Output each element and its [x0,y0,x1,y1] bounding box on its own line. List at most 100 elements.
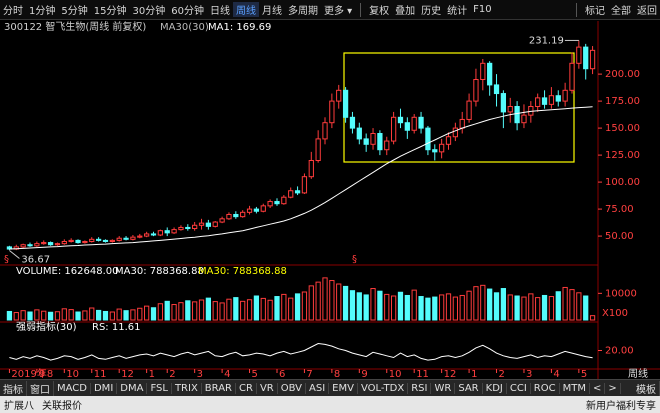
volume-bar [411,289,417,321]
y-tick-label: 175.00 [605,96,640,107]
candle-body [514,106,520,124]
volume-bar [562,286,568,321]
x-tick-label: 12 [444,369,457,379]
indicator-tab[interactable]: ASI [306,382,330,394]
volume-bar [336,283,342,321]
indicator-tab[interactable]: FSL [147,382,172,394]
low-pointer [9,250,20,259]
volume-bar [34,309,40,321]
indicator-tab[interactable]: ROC [531,382,560,394]
status-item[interactable]: 扩展八 [4,401,34,412]
x-tick-label: 11 [94,369,107,379]
volume-bar [541,294,548,321]
toolbar-button[interactable]: 复权 [369,6,390,17]
indicator-tab[interactable]: 指标 [0,380,27,396]
toolbar-button[interactable]: 标记 [585,6,605,17]
toolbar-button[interactable]: 多周期 [287,6,318,17]
indicator-tab[interactable]: BRAR [202,382,236,394]
indicator-tab[interactable]: MTM [560,382,590,394]
marker: § [352,254,357,265]
volume-ma: MA30: 788368.88 [198,266,287,277]
x-tick-label: 10 [389,369,402,379]
candle-body [95,238,102,241]
template-tab[interactable]: 模板 [633,380,660,396]
volume-bar [589,315,596,321]
volume-bar [13,312,19,321]
toolbar-button[interactable]: F10 [473,4,492,15]
indicator-tab[interactable]: CCI [507,382,531,394]
candle-body [548,95,555,105]
volume-bar [349,290,356,321]
x-tick-label: 3 [526,369,532,379]
volume-bar [466,290,472,321]
candle-body [192,224,198,230]
indicator-tab[interactable]: DMA [117,382,148,394]
volume-bar [267,299,273,321]
volume-bar [75,311,81,321]
volume-bar [164,300,170,321]
candle-body [541,97,548,105]
indicator-tab[interactable]: OBV [278,382,306,394]
x-tick-label: 5 [252,369,258,379]
toolbar: 分时 1分钟 5分钟 15分钟 30分钟 60分钟 日线 周线 月线 多周期 更多 ▾ 复权 叠加 历史统… [0,0,660,20]
volume-bar [390,295,397,321]
candle-body [349,116,356,129]
volume-bar [205,297,212,321]
volume-bar [102,310,109,321]
rs-tick-label: 20.00 [605,346,634,357]
indicator-tab[interactable]: MACD [54,382,91,394]
indicator-tab[interactable]: VOL-TDX [358,382,409,394]
indicator-tab[interactable]: KDJ [483,382,507,394]
candle-body [487,62,493,86]
volume-bar [20,310,26,321]
x-tick-label: 1 [471,369,477,379]
indicator-tab[interactable]: > [605,382,621,394]
toolbar-button[interactable]: 月线 [261,6,282,17]
indicator-tab[interactable]: DMI [91,382,118,394]
candle-body [301,176,308,194]
candle-body [82,240,88,244]
volume-bar [219,302,225,321]
toolbar-button[interactable]: 60分钟 [171,6,204,17]
candle-body [562,89,568,102]
indicator-tab[interactable]: EMV [329,382,358,394]
volume-bar [47,311,54,321]
toolbar-button[interactable]: 1分钟 [29,6,56,17]
volume-bar [473,286,479,321]
indicator-tab[interactable]: WR [431,382,456,394]
candle-body [61,240,67,245]
indicator-tab[interactable]: VR [257,382,278,394]
toolbar-button[interactable]: 分时 [3,6,23,17]
candle-body [535,97,541,108]
toolbar-button[interactable]: 全部 [611,6,631,17]
toolbar-button[interactable]: 30分钟 [132,6,166,17]
toolbar-button[interactable]: 叠加 [395,6,416,17]
indicator-tab[interactable]: SAR [455,382,483,394]
candle-body [288,190,294,198]
status-item[interactable]: 关联报价 [42,401,82,412]
toolbar-button[interactable]: 日线 [209,6,230,17]
candle-body [75,239,81,244]
indicator-tab[interactable]: RSI [408,382,432,394]
toolbar-button[interactable]: 历史 [421,6,442,17]
volume-bar [315,281,321,321]
promo-link[interactable]: 新用户福利专享 [586,401,656,412]
toolbar-button[interactable]: 更多 ▾ [323,6,353,17]
volume-bar [82,310,88,321]
x-tick-label: 10 [66,369,79,379]
x-tick-label: 5 [581,369,587,379]
indicator-tab[interactable]: TRIX [172,382,202,394]
indicator-tab[interactable]: < [590,382,606,394]
toolbar-button[interactable]: 5分钟 [61,6,88,17]
volume-bar [569,289,575,321]
indicator-tab[interactable]: 窗口 [27,380,54,396]
x-tick-label: 9 [361,369,367,379]
volume-bar [322,277,328,321]
indicator-tab[interactable]: CR [236,382,257,394]
toolbar-button[interactable]: 返回 [637,6,657,17]
toolbar-button[interactable]: 统计 [447,6,468,17]
candle-body [452,127,458,138]
toolbar-button[interactable]: 15分钟 [93,6,127,17]
toolbar-button[interactable]: 周线 [232,2,259,17]
